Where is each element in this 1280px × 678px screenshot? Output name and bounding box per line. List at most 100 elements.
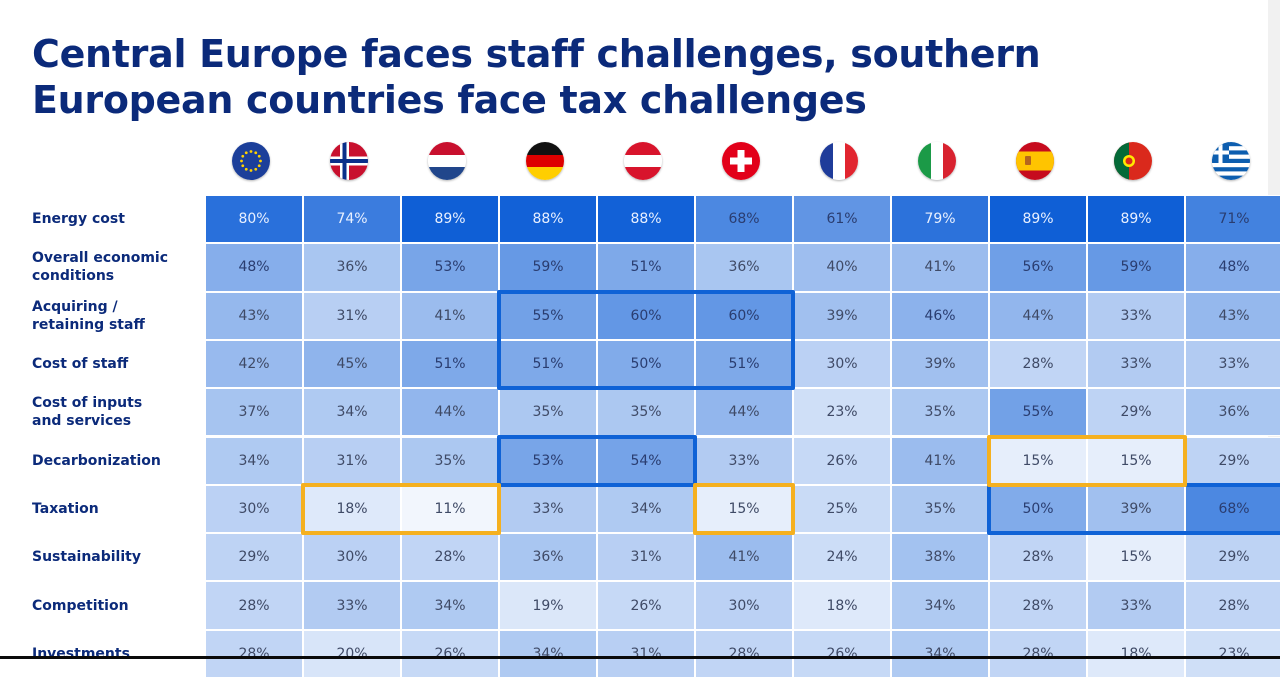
heatmap-cell: 68% (1185, 484, 1280, 534)
row-label: Cost of staff (32, 340, 197, 388)
heatmap-cell: 88% (597, 195, 695, 244)
heatmap-cell: 50% (597, 339, 695, 389)
heatmap-cell: 29% (1185, 533, 1280, 582)
heatmap-cell: 53% (499, 436, 597, 485)
heatmap-cell: 51% (499, 339, 597, 389)
row-label: Overall economic conditions (32, 243, 197, 291)
italy-flag-icon (918, 142, 956, 180)
heatmap-cell: 35% (499, 388, 597, 437)
heatmap-cell: 56% (989, 243, 1087, 292)
heatmap-cell: 15% (1087, 533, 1185, 582)
heatmap-cell: 39% (891, 339, 989, 389)
netherlands-flag-icon (428, 142, 466, 180)
heatmap-cell: 28% (205, 581, 303, 630)
heatmap-cell: 30% (303, 533, 401, 582)
heatmap-cell: 26% (793, 436, 891, 485)
heatmap-cell: 53% (401, 243, 499, 292)
heatmap-cell: 51% (597, 243, 695, 292)
heatmap-cell: 19% (499, 581, 597, 630)
portugal-flag-icon (1114, 142, 1152, 180)
row-label-line: Sustainability (32, 549, 141, 566)
row-label-line: Cost of inputs (32, 395, 143, 412)
switzerland-flag-icon (722, 142, 760, 180)
heatmap-cell: 33% (1087, 291, 1185, 340)
heatmap-cell: 41% (695, 533, 793, 582)
heatmap-cell: 40% (793, 243, 891, 292)
heatmap-cell: 33% (303, 581, 401, 630)
heatmap-cell: 23% (1185, 629, 1280, 678)
heatmap-cell: 28% (989, 581, 1087, 630)
row-label: Decarbonization (32, 437, 197, 485)
row-label-line: Investments (32, 645, 130, 662)
greece-flag-icon (1212, 142, 1250, 180)
heatmap-cell: 41% (891, 436, 989, 485)
heatmap-cell: 31% (597, 629, 695, 678)
heatmap-cell: 39% (793, 291, 891, 340)
heatmap-cell: 34% (401, 581, 499, 630)
heatmap-cell: 79% (891, 195, 989, 244)
heatmap-cell: 29% (1087, 388, 1185, 437)
row-label: Taxation (32, 485, 197, 533)
row-label: Investments (32, 630, 197, 678)
heatmap-cell: 35% (597, 388, 695, 437)
heatmap-cell: 38% (891, 533, 989, 582)
heatmap-cell: 30% (793, 339, 891, 389)
heatmap-cell: 25% (793, 484, 891, 534)
heatmap-cell: 41% (891, 243, 989, 292)
heatmap-cell: 36% (499, 533, 597, 582)
heatmap-cell: 30% (695, 581, 793, 630)
heatmap-cell: 28% (989, 339, 1087, 389)
heatmap-cell: 26% (793, 629, 891, 678)
row-label-line: Taxation (32, 500, 99, 517)
row-label: Cost of inputs and services (32, 388, 197, 436)
heatmap-cell: 11% (401, 484, 499, 534)
heatmap-cell: 61% (793, 195, 891, 244)
heatmap-cell: 74% (303, 195, 401, 244)
heatmap-cell: 54% (597, 436, 695, 485)
heatmap-cell: 34% (891, 581, 989, 630)
heatmap-cell: 68% (695, 195, 793, 244)
heatmap-cell: 44% (695, 388, 793, 437)
row-label-line: Decarbonization (32, 452, 161, 469)
heatmap-cell: 89% (989, 195, 1087, 244)
heatmap-cell: 28% (695, 629, 793, 678)
heatmap-cell: 60% (695, 291, 793, 340)
heatmap-cell: 51% (401, 339, 499, 389)
heatmap-cell: 34% (205, 436, 303, 485)
heatmap-cell: 24% (793, 533, 891, 582)
heatmap-cell: 28% (401, 533, 499, 582)
heatmap-cell: 48% (1185, 243, 1280, 292)
heatmap-cell: 18% (793, 581, 891, 630)
heatmap-cell: 34% (499, 629, 597, 678)
heatmap-cell: 28% (989, 533, 1087, 582)
austria-flag-icon (624, 142, 662, 180)
heatmap-cell: 28% (205, 629, 303, 678)
title-line-2: European countries face tax challenges (32, 78, 867, 122)
heatmap-cell: 36% (1185, 388, 1280, 437)
heatmap-cell: 60% (597, 291, 695, 340)
row-label: Competition (32, 581, 197, 629)
heatmap-cell: 29% (1185, 436, 1280, 485)
france-flag-icon (820, 142, 858, 180)
heatmap-cell: 51% (695, 339, 793, 389)
title-line-1: Central Europe faces staff challenges, s… (32, 32, 1041, 76)
heatmap-cell: 59% (1087, 243, 1185, 292)
heatmap-cell: 33% (695, 436, 793, 485)
heatmap-cell: 26% (401, 629, 499, 678)
eu-flag-icon (232, 142, 270, 180)
heatmap-cell: 44% (989, 291, 1087, 340)
heatmap-cell: 33% (1087, 339, 1185, 389)
heatmap-cell: 31% (303, 436, 401, 485)
heatmap-cell: 39% (1087, 484, 1185, 534)
heatmap-cell: 80% (205, 195, 303, 244)
row-label-line: Competition (32, 597, 129, 614)
row-label: Sustainability (32, 533, 197, 581)
heatmap-cell: 31% (303, 291, 401, 340)
heatmap-cell: 30% (205, 484, 303, 534)
heatmap-cell: 15% (989, 436, 1087, 485)
heatmap-cell: 35% (891, 388, 989, 437)
heatmap-cell: 26% (597, 581, 695, 630)
heatmap-cell: 55% (989, 388, 1087, 437)
heatmap-cell: 18% (1087, 629, 1185, 678)
heatmap-cell: 36% (695, 243, 793, 292)
